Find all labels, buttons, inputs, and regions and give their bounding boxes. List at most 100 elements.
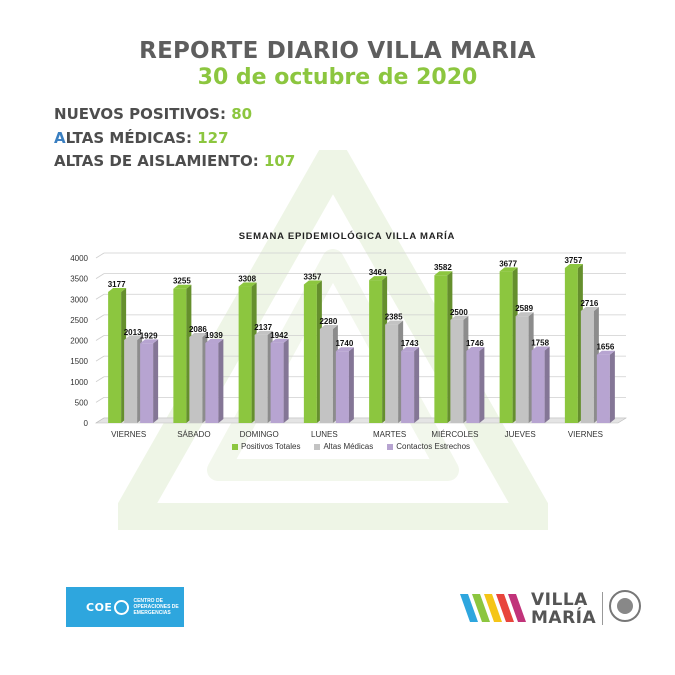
data-label: 3255 [173, 277, 191, 286]
bar-top [303, 280, 322, 285]
bar-top [385, 320, 404, 325]
report-title: REPORTE DIARIO VILLA MARIA [139, 38, 536, 64]
data-label: 1656 [596, 343, 614, 352]
bar-top [580, 306, 599, 311]
stat-value: 80 [231, 105, 253, 123]
bar-top [499, 267, 518, 272]
coe-logo-word: COE [86, 600, 113, 614]
logo-divider [602, 592, 603, 625]
bar [369, 280, 383, 423]
stat-label-initial: A [54, 128, 66, 147]
legend-swatch [232, 443, 238, 450]
x-tick-label: MIÉRCOLES [431, 430, 478, 439]
bar-top [515, 312, 534, 317]
data-label: 3464 [369, 268, 387, 277]
bar [401, 351, 415, 423]
bar-side [414, 347, 420, 423]
bar [270, 342, 284, 423]
bar [515, 316, 529, 423]
y-tick-label: 1500 [70, 357, 88, 366]
bar-side [283, 338, 289, 423]
coe-logo-icon: COE CENTRO DE OPERACIONES DE EMERGENCIAS [66, 587, 184, 627]
gridline-depth [95, 314, 105, 321]
bar [189, 336, 203, 423]
bar [140, 343, 154, 423]
data-label: 2500 [450, 308, 468, 317]
bar-top [238, 282, 257, 287]
legend-swatch [314, 443, 321, 450]
bar [596, 354, 610, 423]
chart-title: SEMANA EPIDEMIOLÓGICA VILLA MARÍA [239, 230, 455, 242]
legend-item-altas: Altas Médicas [314, 442, 373, 451]
bar-side [153, 339, 159, 423]
bar-top [254, 330, 273, 335]
bar-top [335, 347, 354, 352]
data-label: 1746 [466, 339, 484, 348]
bar [335, 351, 349, 423]
report-date: 30 de octubre de 2020 [197, 65, 478, 90]
bar-top [369, 276, 388, 281]
bar-top [173, 284, 192, 289]
bar [205, 343, 219, 423]
data-label: 2385 [385, 313, 403, 322]
bar-top [108, 287, 127, 292]
x-tick-label: VIERNES [568, 430, 603, 439]
municipal-seal-icon [609, 590, 641, 622]
bar [434, 275, 448, 423]
bar-top [466, 346, 485, 351]
data-label: 3757 [564, 256, 582, 265]
bar [564, 268, 578, 423]
wordmark-line-1: VILLA [531, 590, 588, 610]
bar [450, 319, 464, 423]
bar-side [544, 346, 550, 423]
bar-top [189, 332, 208, 337]
data-label: 2589 [515, 304, 533, 313]
bar [385, 324, 399, 423]
gridline-depth [95, 293, 105, 300]
data-label: 2137 [254, 323, 272, 332]
bar-top [450, 315, 469, 320]
gridline-depth [95, 355, 105, 362]
y-tick-label: 2000 [70, 337, 88, 346]
legend-label: Positivos Totales [241, 442, 301, 451]
report-header: REPORTE DIARIO VILLA MARIA 30 de octubre… [0, 38, 675, 90]
gridline-depth [95, 397, 105, 403]
daily-stats: NUEVOS POSITIVOS: 80 ALTAS MÉDICAS: 127 … [54, 103, 295, 174]
legend-label: Altas Médicas [323, 442, 374, 451]
bar [499, 271, 513, 423]
chart-legend: Positivos Totales Altas Médicas Contacto… [232, 442, 470, 451]
data-label: 2013 [124, 328, 142, 337]
gridline-depth [95, 376, 105, 383]
bar [319, 328, 333, 423]
bar-top [596, 350, 615, 355]
bar-top [401, 347, 420, 352]
villa-maria-logo-icon [460, 594, 526, 622]
data-label: 3177 [108, 280, 126, 289]
gridline-depth [95, 252, 105, 259]
stat-value: 127 [197, 128, 229, 147]
y-tick-label: 2500 [70, 316, 88, 325]
x-tick-label: LUNES [311, 430, 338, 439]
bar-top [564, 264, 583, 269]
bar-top [140, 339, 159, 344]
bar-top [531, 346, 550, 351]
bar-top [434, 271, 453, 276]
bar-side [479, 346, 485, 423]
legend-item-positivos: Positivos Totales [232, 442, 300, 451]
data-label: 3308 [238, 275, 256, 284]
coe-ring-icon [114, 599, 130, 615]
bar [254, 334, 268, 423]
data-label: 1740 [335, 339, 353, 348]
stat-label: LTAS DE AISLAMIENTO: [65, 152, 264, 170]
villa-maria-wordmark: VILLA MARÍA [531, 591, 596, 627]
stat-altas-aislamiento: ALTAS DE AISLAMIENTO: 107 [54, 150, 295, 174]
stat-nuevos-positivos: NUEVOS POSITIVOS: 80 [54, 103, 295, 127]
bar-side [348, 347, 354, 423]
x-tick-label: VIERNES [111, 430, 146, 439]
y-tick-label: 4000 [70, 254, 88, 263]
data-label: 1758 [531, 338, 549, 347]
stat-label-initial: A [54, 152, 66, 170]
gridline-depth [95, 273, 105, 279]
coe-logo-subtitle: CENTRO DE OPERACIONES DE EMERGENCIAS [133, 598, 179, 616]
